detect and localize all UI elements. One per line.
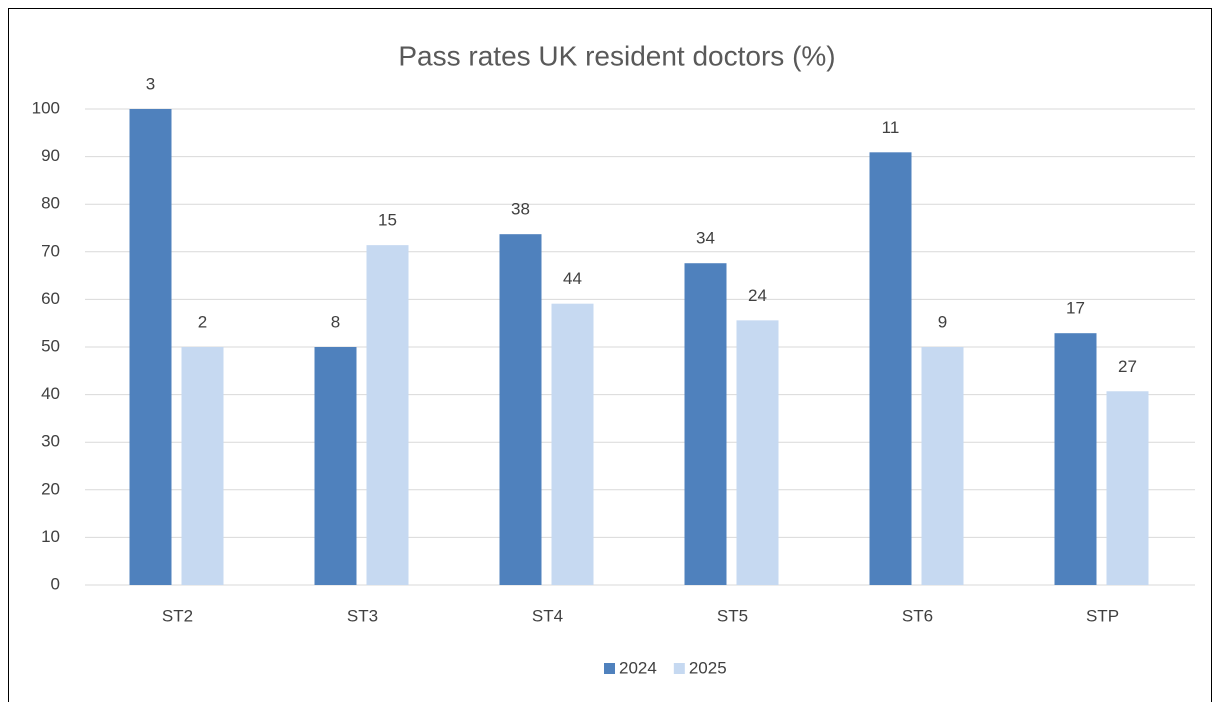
y-tick-label: 40 (41, 384, 60, 403)
bar (736, 320, 779, 585)
x-tick-label: STP (1086, 606, 1119, 625)
x-tick-label: ST4 (532, 606, 563, 625)
bar (921, 347, 964, 585)
y-tick-label: 100 (32, 98, 60, 117)
bar (499, 234, 542, 586)
bar (1106, 391, 1149, 585)
bar (314, 347, 357, 585)
y-tick-label: 60 (41, 289, 60, 308)
y-tick-label: 50 (41, 336, 60, 355)
y-tick-label: 80 (41, 194, 60, 213)
y-tick-label: 10 (41, 527, 60, 546)
legend-label: 2025 (689, 658, 727, 677)
x-tick-label: ST6 (902, 606, 933, 625)
y-tick-label: 90 (41, 146, 60, 165)
bar (366, 245, 409, 586)
data-label: 3 (146, 74, 155, 93)
y-tick-label: 30 (41, 432, 60, 451)
data-label: 24 (748, 286, 767, 305)
data-label: 44 (563, 269, 582, 288)
data-label: 38 (511, 200, 530, 219)
bar (551, 303, 594, 585)
bar (129, 109, 172, 585)
data-label: 34 (696, 229, 715, 248)
y-tick-label: 20 (41, 479, 60, 498)
legend-swatch (604, 663, 615, 674)
bar (181, 347, 224, 585)
y-tick-label: 70 (41, 241, 60, 260)
data-label: 27 (1118, 357, 1137, 376)
x-tick-label: ST5 (717, 606, 748, 625)
data-label: 8 (331, 312, 340, 331)
x-tick-label: ST3 (347, 606, 378, 625)
data-label: 17 (1066, 299, 1085, 318)
data-label: 2 (198, 312, 207, 331)
bar (869, 152, 912, 586)
y-tick-label: 0 (51, 574, 60, 593)
legend-label: 2024 (619, 658, 657, 677)
legend-swatch (673, 663, 685, 674)
data-label: 11 (882, 118, 900, 137)
bar (1054, 333, 1097, 585)
bar (684, 263, 727, 585)
data-label: 15 (378, 211, 397, 230)
data-label: 9 (938, 312, 947, 331)
chart-title: Pass rates UK resident doctors (%) (398, 40, 835, 71)
x-tick-label: ST2 (162, 606, 193, 625)
